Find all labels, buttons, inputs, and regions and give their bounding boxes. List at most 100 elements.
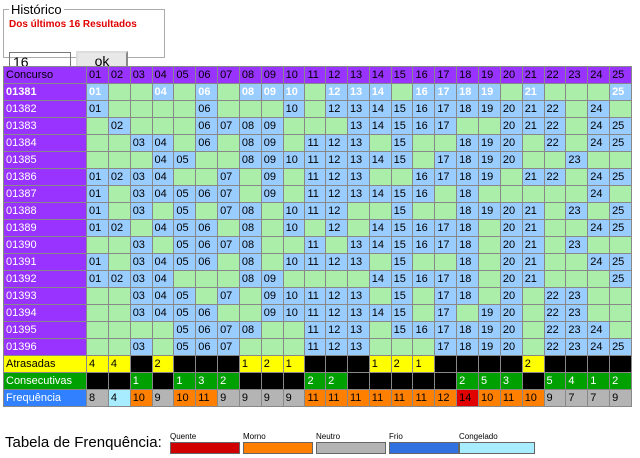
legend-label: Quente bbox=[170, 432, 197, 441]
empty-cell bbox=[565, 83, 589, 101]
summary-cell: 2 bbox=[325, 372, 348, 390]
empty-cell bbox=[346, 202, 370, 220]
column-header: 13 bbox=[346, 66, 370, 84]
drawn-number: 09 bbox=[260, 151, 284, 169]
empty-cell bbox=[260, 219, 284, 237]
draw-label: 01383 bbox=[3, 117, 87, 135]
drawn-number: 06 bbox=[195, 134, 219, 152]
summary-cell: 2 bbox=[456, 372, 479, 390]
summary-cell: 11 bbox=[195, 389, 219, 407]
legend-swatch bbox=[316, 442, 386, 454]
drawn-number: 12 bbox=[325, 304, 348, 322]
form-legend: Histórico bbox=[11, 2, 62, 17]
drawn-number: 19 bbox=[478, 100, 501, 118]
empty-cell bbox=[107, 236, 131, 254]
draw-label: 01393 bbox=[3, 287, 87, 305]
draw-label: 01395 bbox=[3, 321, 87, 339]
drawn-number: 14 bbox=[368, 100, 392, 118]
drawn-number: 23 bbox=[565, 304, 589, 322]
column-header: 24 bbox=[587, 66, 611, 84]
draw-row: 01385 04 05 08 09 10 11 12 13 14 15 17 18 19 20 23 bbox=[3, 151, 632, 169]
draw-row: 01392 01 02 03 04 08 09 14 15 16 17 18 20 21 25 bbox=[3, 270, 632, 288]
drawn-number: 16 bbox=[412, 270, 436, 288]
summary-cell: 14 bbox=[456, 389, 479, 407]
drawn-number: 13 bbox=[346, 304, 370, 322]
drawn-number: 08 bbox=[238, 236, 262, 254]
drawn-number: 15 bbox=[390, 219, 414, 237]
empty-cell bbox=[543, 253, 567, 271]
drawn-number: 04 bbox=[151, 151, 175, 169]
drawn-number: 21 bbox=[521, 83, 545, 101]
summary-cell bbox=[346, 355, 370, 373]
empty-cell bbox=[587, 270, 611, 288]
empty-cell bbox=[86, 287, 109, 305]
drawn-number: 20 bbox=[499, 253, 523, 271]
draw-row: 01386 01 02 03 04 07 09 11 12 13 16 17 18 19 21 22 24 25 bbox=[3, 168, 632, 186]
drawn-number: 17 bbox=[434, 83, 458, 101]
empty-cell bbox=[543, 185, 567, 203]
drawn-number: 12 bbox=[325, 202, 348, 220]
legend-label: Morno bbox=[243, 432, 266, 441]
summary-cell bbox=[304, 355, 327, 373]
column-header: 25 bbox=[609, 66, 632, 84]
empty-cell bbox=[238, 304, 262, 322]
empty-cell bbox=[304, 100, 327, 118]
drawn-number: 10 bbox=[282, 83, 306, 101]
empty-cell bbox=[86, 134, 109, 152]
drawn-number: 06 bbox=[195, 100, 219, 118]
header-row: Concurso 01 02 03 04 05 06 07 08 09 10 11 12 13 14 15 16… bbox=[3, 66, 632, 84]
empty-cell bbox=[609, 236, 632, 254]
legend-title: Tabela de Frenquência: bbox=[5, 434, 162, 451]
empty-cell bbox=[173, 83, 197, 101]
drawn-number: 04 bbox=[151, 134, 175, 152]
column-header: 06 bbox=[195, 66, 219, 84]
drawn-number: 01 bbox=[86, 168, 109, 186]
drawn-number: 05 bbox=[173, 304, 197, 322]
drawn-number: 17 bbox=[434, 151, 458, 169]
empty-cell bbox=[565, 270, 589, 288]
drawn-number: 25 bbox=[609, 219, 632, 237]
drawn-number: 25 bbox=[609, 253, 632, 271]
empty-cell bbox=[368, 202, 392, 220]
drawn-number: 23 bbox=[565, 321, 589, 339]
empty-cell bbox=[86, 338, 109, 356]
drawn-number: 04 bbox=[151, 219, 175, 237]
empty-cell bbox=[478, 236, 501, 254]
drawn-number: 22 bbox=[543, 321, 567, 339]
drawn-number: 01 bbox=[86, 100, 109, 118]
empty-cell bbox=[521, 321, 545, 339]
column-header: 01 bbox=[86, 66, 109, 84]
empty-cell bbox=[282, 168, 306, 186]
draw-label: 01394 bbox=[3, 304, 87, 322]
summary-cell: 5 bbox=[543, 372, 567, 390]
empty-cell bbox=[304, 83, 327, 101]
summary-cell: 2 bbox=[609, 372, 632, 390]
empty-cell bbox=[151, 117, 175, 135]
summary-row: Frequência 8 4 10 9 10 11 9 9 9 9 11 11 11 11 11 11 12 14 1… bbox=[3, 389, 632, 407]
summary-cell bbox=[521, 372, 545, 390]
empty-cell bbox=[282, 134, 306, 152]
drawn-number: 07 bbox=[217, 117, 240, 135]
summary-cell: 11 bbox=[325, 389, 348, 407]
empty-cell bbox=[390, 83, 414, 101]
draw-row: 01393 03 04 05 07 09 10 11 12 13 15 17 18 20 22 23 bbox=[3, 287, 632, 305]
summary-cell: 9 bbox=[260, 389, 284, 407]
summary-cell: 2 bbox=[521, 355, 545, 373]
empty-cell bbox=[325, 236, 348, 254]
drawn-number: 16 bbox=[412, 236, 436, 254]
empty-cell bbox=[173, 117, 197, 135]
legend-swatch bbox=[459, 442, 535, 454]
drawn-number: 05 bbox=[173, 287, 197, 305]
drawn-number: 15 bbox=[390, 185, 414, 203]
drawn-number: 10 bbox=[282, 253, 306, 271]
drawn-number: 10 bbox=[282, 304, 306, 322]
summary-cell: 11 bbox=[499, 389, 523, 407]
drawn-number: 15 bbox=[390, 321, 414, 339]
empty-cell bbox=[129, 117, 153, 135]
drawn-number: 13 bbox=[346, 287, 370, 305]
empty-cell bbox=[368, 338, 392, 356]
drawn-number: 24 bbox=[587, 219, 611, 237]
empty-cell bbox=[86, 117, 109, 135]
drawn-number: 21 bbox=[521, 270, 545, 288]
drawn-number: 22 bbox=[543, 287, 567, 305]
